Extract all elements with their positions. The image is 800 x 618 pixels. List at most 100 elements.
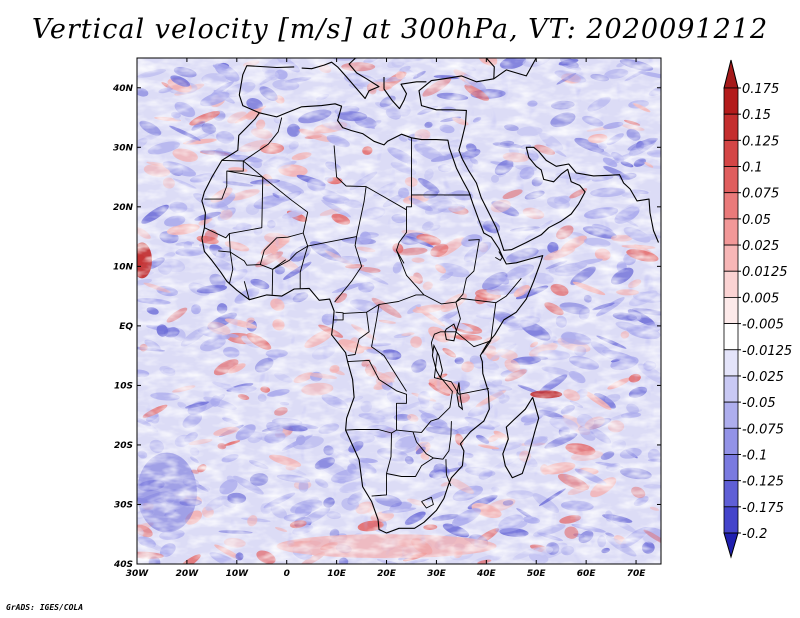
- colorbar: 0.175 0.15 0.125 0.1 0.075 0.05 0.025 0.0125 0.0…: [723, 59, 792, 559]
- colorbar-label: -0.075: [742, 422, 784, 437]
- country-border: [455, 331, 491, 348]
- country-border: [347, 312, 370, 357]
- country-border: [412, 421, 452, 460]
- country-border: [243, 160, 309, 247]
- country-border: [445, 459, 452, 487]
- colorbar-swatch: [723, 427, 739, 455]
- country-border: [345, 429, 392, 434]
- colorbar-swatch: [723, 87, 739, 115]
- lon-tick-label: 40E: [476, 569, 497, 579]
- lon-tick-label: 10W: [226, 569, 250, 579]
- country-border: [396, 239, 480, 305]
- colorbar-label: 0.05: [742, 213, 771, 228]
- colorbar-swatch: [723, 454, 739, 482]
- colorbar-label: 0.005: [742, 291, 779, 306]
- country-border: [371, 473, 387, 497]
- longitude-axis: 30W 20W 10W 0 10E 20E 30E 40E 50E 60E 70E: [126, 58, 646, 579]
- colorbar-bottom-arrow: [723, 532, 739, 559]
- colorbar-label: -0.1: [742, 448, 767, 463]
- country-border: [299, 236, 357, 289]
- colorbar-label: 0.075: [742, 187, 779, 202]
- country-border: [396, 375, 453, 433]
- colorbar-swatch: [723, 480, 739, 508]
- colorbar-label: -0.05: [742, 396, 776, 411]
- country-border: [371, 304, 407, 392]
- map-plot-area: [136, 57, 662, 565]
- country-border: [333, 311, 344, 321]
- colorbar-swatch: [723, 218, 739, 246]
- colorbar-swatch: [723, 506, 739, 534]
- lon-tick-label: 30W: [126, 569, 150, 579]
- country-border: [386, 457, 434, 477]
- colorbar-label: -0.025: [742, 370, 784, 385]
- lon-tick-label: 0: [284, 569, 290, 579]
- lat-tick-label: 20S: [114, 441, 133, 451]
- colorbar-label: 0.1: [742, 161, 763, 176]
- colorbar-label: -0.175: [742, 501, 784, 516]
- country-border: [334, 186, 367, 303]
- lat-tick-label: 40N: [112, 84, 134, 94]
- colorbar-label: 0.125: [742, 134, 779, 149]
- country-border: [495, 278, 522, 304]
- coastline: [461, 146, 660, 251]
- colorbar-label: -0.2: [742, 527, 767, 542]
- coastline: [201, 103, 544, 534]
- grads-credit: GrADS: IGES/COLA: [6, 603, 84, 612]
- latitude-axis: 40N 30N 20N 10N EQ 10S 20S 30S 40S: [112, 84, 661, 570]
- colorbar-swatch: [723, 401, 739, 429]
- colorbar-swatch: [723, 323, 739, 351]
- colorbar-swatch: [723, 349, 739, 377]
- lat-tick-label: 30N: [113, 143, 134, 153]
- lon-tick-label: 20E: [377, 569, 397, 579]
- colorbar-top-arrow: [723, 59, 739, 89]
- colorbar-swatch: [723, 244, 739, 272]
- country-border: [421, 496, 434, 509]
- country-border: [433, 352, 489, 395]
- lat-tick-label: 40S: [113, 560, 133, 570]
- lon-tick-label: 50E: [527, 569, 547, 579]
- lat-tick-label: EQ: [119, 322, 133, 332]
- colorbar-swatch: [723, 166, 739, 194]
- colorbar-label: 0.0125: [742, 265, 788, 280]
- colorbar-swatch: [723, 297, 739, 324]
- velocity-texture-white: [137, 58, 661, 564]
- coastline: [383, 77, 427, 110]
- colorbar-label: 0.025: [742, 239, 779, 254]
- country-border: [228, 232, 304, 266]
- country-border: [495, 251, 503, 261]
- country-border: [260, 245, 308, 270]
- lon-tick-label: 60E: [577, 569, 597, 579]
- country-border: [343, 294, 424, 314]
- country-border: [243, 117, 283, 162]
- country-border: [406, 194, 412, 210]
- colorbar-label: -0.0125: [742, 344, 792, 359]
- colorbar-label: 0.15: [742, 108, 771, 123]
- lon-tick-label: 20W: [176, 569, 200, 579]
- lon-tick-label: 30E: [427, 569, 447, 579]
- country-border: [243, 281, 250, 300]
- coastline: [502, 397, 540, 479]
- coastline: [238, 65, 295, 114]
- lon-tick-label: 10E: [327, 569, 347, 579]
- country-border: [347, 359, 407, 474]
- chart-title: Vertical velocity [m/s] at 300hPa, VT: 2…: [31, 14, 769, 45]
- country-border: [218, 250, 234, 285]
- coastline: [301, 58, 380, 100]
- colorbar-swatch: [723, 270, 739, 298]
- colorbar-label: 0.175: [742, 82, 779, 97]
- map-frame: [136, 57, 662, 565]
- colorbar-swatch: [723, 113, 739, 141]
- coastline: [418, 58, 537, 160]
- colorbar-swatch: [723, 139, 739, 167]
- lat-tick-label: 10S: [114, 381, 133, 391]
- colorbar-swatch: [723, 192, 739, 220]
- country-borders: [201, 58, 660, 534]
- colorbar-swatch: [723, 375, 739, 403]
- lat-tick-label: 20N: [113, 203, 134, 213]
- country-border: [204, 170, 264, 239]
- colorbar-label: -0.125: [742, 475, 784, 490]
- lat-tick-label: 30S: [114, 500, 133, 510]
- coastline: [485, 58, 495, 79]
- colorbar-label: -0.005: [742, 318, 784, 333]
